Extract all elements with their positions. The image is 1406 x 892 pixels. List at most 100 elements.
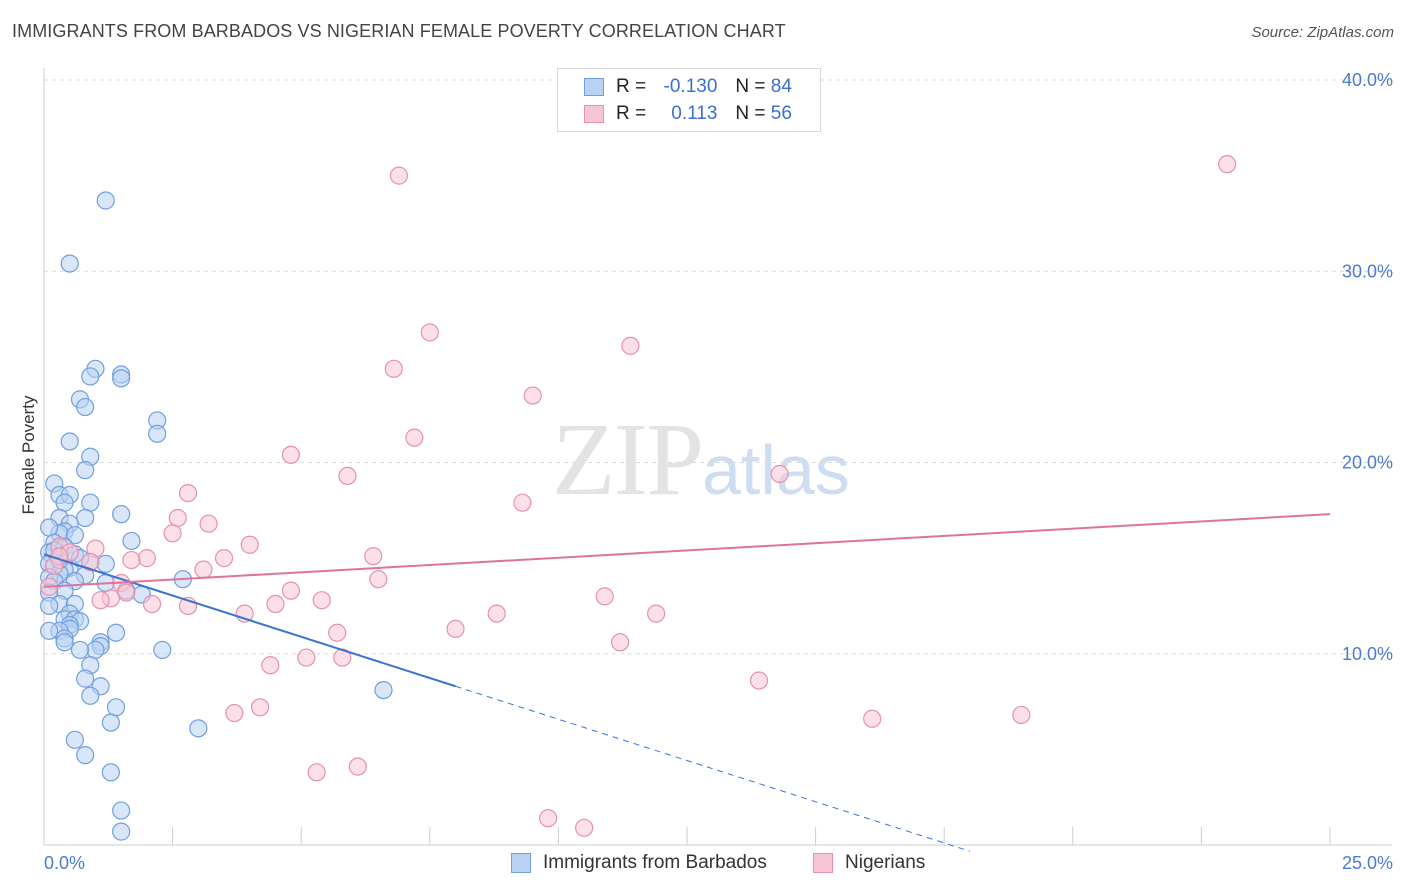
y-tick-label: 10.0% xyxy=(1342,644,1393,664)
y-axis-label: Female Poverty xyxy=(19,395,38,515)
nigerians-point xyxy=(261,656,280,675)
barbados-point xyxy=(106,698,126,717)
barbados-point xyxy=(153,640,172,660)
y-tick-label: 30.0% xyxy=(1342,261,1393,281)
x-tick-label: 0.0% xyxy=(44,853,85,873)
legend-swatch-pink xyxy=(584,105,604,123)
nigerians-point xyxy=(142,594,162,614)
barbados-point xyxy=(65,730,84,749)
barbados-point xyxy=(122,531,141,551)
barbados-point xyxy=(96,191,115,210)
barbados-point xyxy=(374,680,393,700)
nigerians-point xyxy=(1218,155,1237,174)
nigerians-point xyxy=(307,763,326,782)
legend-r-label: R = xyxy=(616,76,647,97)
barbados-point xyxy=(76,669,95,688)
nigerians-point xyxy=(405,428,424,447)
nigerians-point xyxy=(539,809,558,828)
nigerians-point xyxy=(338,466,357,485)
nigerians-point xyxy=(281,445,301,464)
barbados-point xyxy=(76,508,95,528)
barbados-point xyxy=(70,640,90,660)
legend-n-value: 56 xyxy=(770,103,792,124)
nigerians-point xyxy=(420,323,439,342)
data-points xyxy=(40,155,1237,841)
trend-lines xyxy=(43,513,1331,852)
y-tick-label: 20.0% xyxy=(1342,453,1393,473)
source-credit: Source: ZipAtlas.com xyxy=(1251,24,1394,41)
correlation-legend: R = -0.130 N = 84 R = 0.113 N = 56 xyxy=(557,68,821,132)
barbados-point xyxy=(86,640,105,660)
nigerians-point xyxy=(137,549,156,568)
nigerians-point xyxy=(168,508,187,528)
nigerians-point xyxy=(194,560,213,579)
nigerians-point xyxy=(178,484,198,503)
nigerians-point xyxy=(446,619,465,638)
barbados-trend-extension xyxy=(455,685,971,852)
legend-n-label: N = xyxy=(735,76,766,97)
nigerians-point xyxy=(225,703,244,723)
legend-swatch-blue xyxy=(584,78,604,96)
legend-swatch-pink xyxy=(813,853,833,873)
legend-r-value: 0.113 xyxy=(665,103,718,124)
watermark: ZIPatlas xyxy=(552,400,850,519)
nigerians-point xyxy=(369,570,388,589)
nigerians-point xyxy=(523,386,542,405)
barbados-point xyxy=(40,621,59,640)
axes xyxy=(43,68,1392,846)
barbados-point xyxy=(112,369,131,388)
barbados-point xyxy=(40,518,59,537)
nigerians-point xyxy=(389,166,409,185)
nigerians-point xyxy=(611,633,630,652)
barbados-point xyxy=(81,367,100,386)
barbados-point xyxy=(40,596,59,616)
legend-label-nigerians: Nigerians xyxy=(845,852,926,873)
legend-n-value: 84 xyxy=(770,76,792,97)
legend-r-label: R = xyxy=(616,103,647,124)
nigerians-point xyxy=(266,594,285,614)
nigerians-point xyxy=(749,671,769,690)
barbados-point xyxy=(101,763,120,782)
nigerians-point xyxy=(348,757,367,776)
nigerians-point xyxy=(595,587,614,606)
barbados-point xyxy=(106,623,126,642)
nigerians-point xyxy=(487,604,506,623)
barbados-point xyxy=(112,822,131,841)
nigerians-point xyxy=(863,709,882,728)
barbados-point xyxy=(76,397,95,417)
nigerians-point xyxy=(240,535,259,554)
barbados-trend-line xyxy=(43,553,456,688)
nigerians-point xyxy=(312,591,331,610)
legend-item-barbados[interactable]: Immigrants from Barbados xyxy=(511,852,767,874)
nigerians-point xyxy=(250,698,270,717)
nigerians-point xyxy=(297,648,316,667)
legend-n-label: N = xyxy=(735,103,766,124)
legend-r-value: -0.130 xyxy=(663,76,718,97)
watermark-zip: ZIP xyxy=(552,402,704,517)
nigerians-point xyxy=(328,623,347,642)
legend-row-nigerians: R = 0.113 N = 56 xyxy=(584,102,792,126)
gridlines xyxy=(44,79,1392,655)
barbados-point xyxy=(81,686,100,705)
nigerians-point xyxy=(117,583,136,602)
nigerians-point xyxy=(384,359,403,378)
legend-label-barbados: Immigrants from Barbados xyxy=(543,852,767,873)
barbados-point xyxy=(76,461,95,480)
legend-swatch-blue xyxy=(511,853,531,873)
barbados-point xyxy=(55,493,74,512)
tick-labels: 10.0% 20.0% 30.0% 40.0% 0.0% 25.0% xyxy=(44,70,1393,873)
legend-item-nigerians[interactable]: Nigerians xyxy=(813,852,925,874)
barbados-point xyxy=(112,505,131,524)
x-tick-label: 25.0% xyxy=(1342,853,1393,873)
barbados-point xyxy=(60,432,79,451)
nigerians-point xyxy=(513,493,532,512)
barbados-point xyxy=(81,493,100,512)
barbados-point xyxy=(76,746,95,765)
barbados-point xyxy=(189,719,208,738)
nigerians-point xyxy=(163,524,182,543)
nigerians-point xyxy=(122,550,141,570)
barbados-point xyxy=(65,526,84,545)
nigerians-trend-line xyxy=(43,513,1331,588)
nigerians-point xyxy=(364,547,383,566)
